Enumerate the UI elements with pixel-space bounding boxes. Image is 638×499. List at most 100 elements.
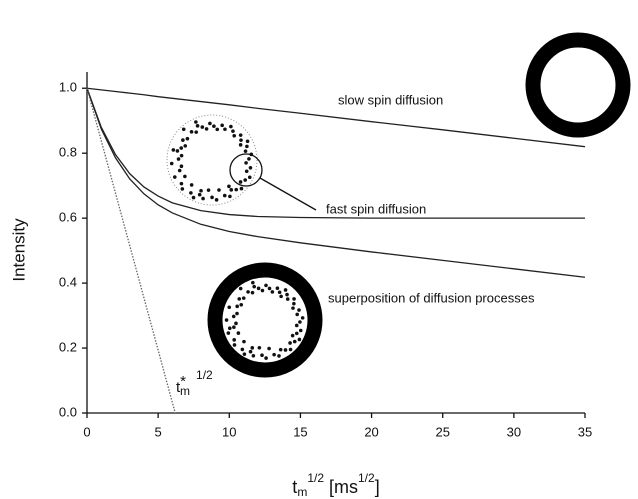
dot [241, 296, 246, 300]
dot [189, 183, 194, 187]
dot [246, 290, 250, 294]
x-tick-label: 30 [507, 424, 521, 439]
dot [179, 153, 184, 158]
dot [292, 339, 297, 344]
dot [270, 290, 275, 294]
dot [243, 149, 248, 153]
dot [285, 297, 290, 301]
series-line [86, 88, 586, 278]
dot [224, 318, 229, 322]
dot [194, 120, 198, 124]
solid-ring [525, 32, 631, 138]
dot [240, 347, 245, 352]
dot [244, 161, 248, 165]
x-tick-label: 5 [155, 424, 162, 439]
series-line [86, 88, 176, 414]
x-tick-label: 15 [293, 424, 307, 439]
x-label-part: [ms [324, 477, 358, 497]
dot [239, 302, 244, 307]
dot [229, 124, 233, 129]
dot [229, 188, 234, 192]
dot [277, 290, 282, 295]
dot [247, 157, 251, 161]
dot [197, 192, 202, 197]
dot [250, 346, 255, 350]
dot [176, 157, 181, 161]
dot [283, 348, 288, 352]
dot [292, 297, 296, 301]
y-tick-label: 0.4 [59, 275, 77, 290]
dot [294, 331, 299, 336]
dot [245, 144, 249, 149]
dot [238, 180, 243, 184]
dot [183, 174, 187, 179]
dot [171, 148, 176, 152]
dot [278, 347, 283, 352]
dot [215, 127, 220, 132]
dot [290, 333, 295, 338]
dot [212, 124, 216, 129]
dot [232, 343, 237, 347]
dot [285, 292, 289, 297]
dot [199, 188, 203, 193]
dot [288, 347, 293, 352]
x-label-part: 1/2 [358, 471, 375, 485]
dot [279, 294, 283, 299]
zoom-circle [229, 153, 263, 187]
dot [260, 288, 265, 293]
y-tick-label: 0.0 [59, 404, 77, 419]
x-tick-label: 35 [578, 424, 592, 439]
annotation: superposition of diffusion processes [328, 290, 535, 305]
dot [191, 195, 196, 200]
y-tick-label: 0.6 [59, 210, 77, 225]
dot [294, 323, 299, 328]
dot [194, 130, 199, 134]
dot [298, 320, 302, 324]
y-axis-label: Intensity [9, 218, 28, 282]
dot [189, 130, 194, 134]
dot [223, 127, 227, 132]
dot [244, 169, 249, 174]
dot [228, 194, 232, 199]
dot [238, 133, 243, 137]
dot [220, 123, 224, 128]
dot [295, 312, 299, 317]
dot [232, 325, 236, 330]
slope-label-part: m [180, 384, 190, 398]
dot [251, 353, 256, 358]
dot [210, 195, 214, 200]
x-axis-label: tm1/2 [ms1/2] [292, 471, 379, 499]
dot [180, 187, 185, 191]
annotation: slow spin diffusion [338, 92, 443, 107]
dot [177, 168, 182, 173]
y-tick-label: 0.8 [59, 145, 77, 160]
dot [275, 286, 280, 291]
dot [256, 286, 261, 291]
dot [204, 127, 209, 131]
x-tick-label: 10 [222, 424, 236, 439]
dot [239, 186, 244, 191]
x-tick-label: 25 [435, 424, 449, 439]
x-label-part: ] [375, 477, 380, 497]
y-tick-label: 0.2 [59, 339, 77, 354]
dot [172, 175, 177, 179]
dot [248, 165, 253, 170]
dot [179, 164, 184, 169]
x-label-part: m [297, 485, 307, 499]
dot [226, 331, 231, 335]
dot [247, 175, 252, 180]
dot [277, 354, 281, 358]
annotation: fast spin diffusion [326, 201, 426, 216]
dot [250, 290, 255, 295]
dot [183, 144, 188, 148]
dot [232, 338, 236, 342]
y-tick-label: 1.0 [59, 80, 77, 95]
slope-label-part: t [176, 379, 181, 396]
x-tick-label: 0 [83, 424, 90, 439]
dot [208, 121, 212, 126]
dot [238, 286, 243, 291]
x-label-part: 1/2 [307, 471, 324, 485]
dot [201, 196, 205, 201]
dot [300, 316, 305, 320]
dot [242, 339, 246, 344]
